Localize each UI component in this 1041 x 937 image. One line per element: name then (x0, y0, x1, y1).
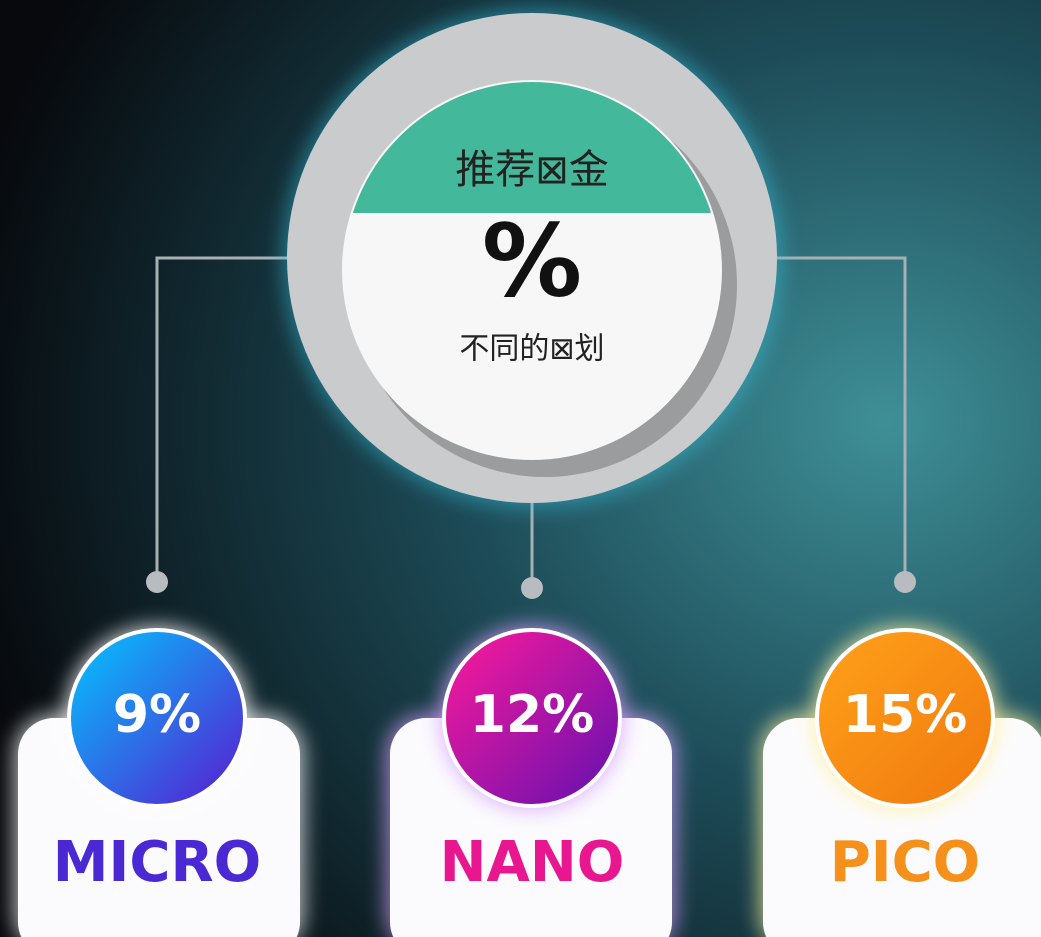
tier-name: PICO (830, 830, 981, 895)
badge (67, 628, 247, 808)
badge (442, 628, 622, 808)
tiers: 9% MICRO 12% NANO 15% PICO (14, 626, 1041, 937)
hub-subtitle: 不同的⊠划 (459, 332, 604, 367)
badge-value: 15% (843, 685, 967, 745)
hub-symbol: % (482, 202, 582, 319)
badge-value: 12% (470, 685, 594, 745)
badge-value: 9% (113, 685, 201, 745)
badge (815, 628, 995, 808)
connector-dots (146, 571, 916, 599)
hub-title: 推荐⊠金 (455, 147, 609, 193)
tier-name: MICRO (53, 830, 261, 895)
tier-name: NANO (440, 830, 625, 895)
